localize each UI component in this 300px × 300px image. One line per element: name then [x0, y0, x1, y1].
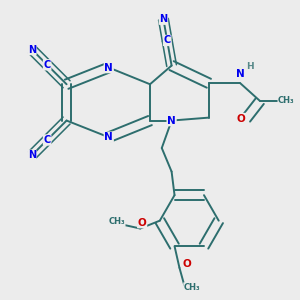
- Text: N: N: [28, 150, 36, 160]
- Text: O: O: [183, 259, 192, 269]
- Text: N: N: [104, 63, 113, 73]
- Text: C: C: [164, 35, 171, 46]
- Text: N: N: [28, 44, 36, 55]
- Text: O: O: [237, 114, 246, 124]
- Text: C: C: [44, 60, 51, 70]
- Text: O: O: [138, 218, 146, 228]
- Text: CH₃: CH₃: [278, 96, 295, 105]
- Text: H: H: [246, 62, 254, 71]
- Text: C: C: [44, 135, 51, 145]
- Text: N: N: [167, 116, 176, 126]
- Text: N: N: [159, 14, 167, 24]
- Text: N: N: [236, 69, 245, 80]
- Text: CH₃: CH₃: [108, 217, 125, 226]
- Text: N: N: [104, 132, 113, 142]
- Text: CH₃: CH₃: [184, 283, 200, 292]
